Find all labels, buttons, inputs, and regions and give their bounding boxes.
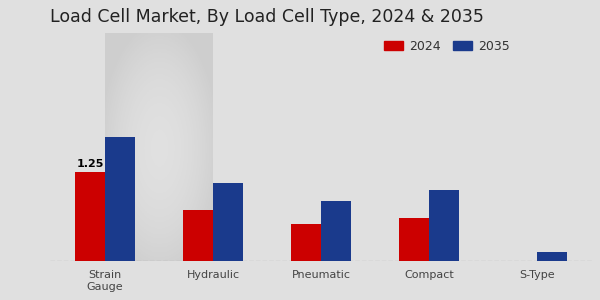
Bar: [75, 172, 105, 261]
Bar: [183, 210, 213, 261]
Bar: [321, 201, 351, 261]
Bar: [105, 136, 136, 261]
Text: Load Cell Market, By Load Cell Type, 2024 & 2035: Load Cell Market, By Load Cell Type, 202…: [50, 8, 484, 26]
Bar: [399, 218, 429, 261]
Bar: [291, 224, 321, 261]
Bar: [429, 190, 459, 261]
Bar: [537, 252, 567, 261]
Bar: [213, 183, 243, 261]
Text: 1.25: 1.25: [76, 159, 104, 169]
Legend: 2024, 2035: 2024, 2035: [379, 35, 515, 58]
